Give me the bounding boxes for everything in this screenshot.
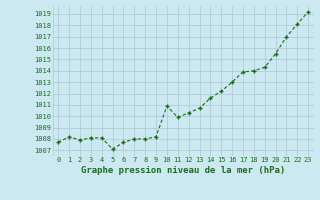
X-axis label: Graphe pression niveau de la mer (hPa): Graphe pression niveau de la mer (hPa): [81, 166, 285, 175]
